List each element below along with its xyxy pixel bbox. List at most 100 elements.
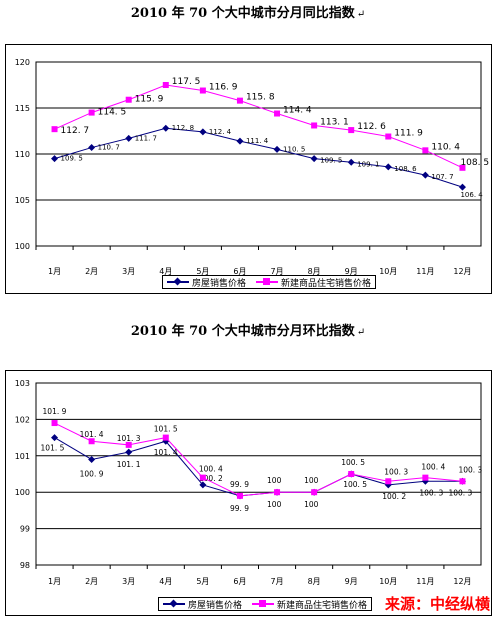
data-point bbox=[162, 82, 169, 88]
data-label: 100 bbox=[267, 476, 282, 485]
data-label: 100. 5 bbox=[343, 480, 367, 489]
data-label: 110. 5 bbox=[283, 145, 305, 153]
x-tick-label: 12月 bbox=[453, 577, 471, 586]
data-point bbox=[162, 437, 170, 445]
data-point bbox=[88, 109, 95, 116]
chart1-title: 2010 年 70 个大中城市分月同比指数 ↵ bbox=[130, 6, 366, 21]
chart2-legend: 房屋销售价格 新建商品住宅销售价格 bbox=[158, 597, 373, 611]
x-tick-label: 1月 bbox=[48, 267, 61, 276]
data-point bbox=[459, 164, 466, 171]
data-point bbox=[348, 127, 355, 134]
data-point bbox=[51, 420, 58, 427]
data-label: 115. 9 bbox=[135, 95, 164, 105]
chart1-frame: 100 105 110 115 120 1月 2月 3月 4月 5月 6月 7月 8月 9月 10月 11月 1… bbox=[5, 44, 492, 294]
y-tick-label: 110 bbox=[15, 150, 30, 159]
data-label: 99. 9 bbox=[230, 504, 249, 513]
data-point bbox=[421, 171, 429, 179]
data-label: 109. 5 bbox=[61, 155, 83, 163]
data-point bbox=[311, 122, 318, 129]
y-tick-label: 98 bbox=[20, 561, 30, 570]
data-label: 114. 5 bbox=[98, 108, 127, 118]
data-point bbox=[88, 438, 95, 445]
y-tick-label: 120 bbox=[15, 58, 30, 67]
data-label: 113. 1 bbox=[320, 117, 349, 127]
data-point bbox=[236, 492, 243, 499]
data-point bbox=[199, 87, 206, 94]
chart2-legend-label-2: 新建商品住宅销售价格 bbox=[277, 600, 368, 611]
data-label: 107. 7 bbox=[431, 173, 453, 181]
data-label: 100. 9 bbox=[80, 469, 104, 478]
data-label: 100. 3 bbox=[458, 465, 482, 474]
data-point bbox=[310, 155, 318, 163]
series-line-2 bbox=[54, 422, 463, 497]
data-label: 100. 4 bbox=[421, 463, 445, 472]
data-point bbox=[199, 481, 207, 489]
data-point bbox=[311, 489, 318, 496]
data-point bbox=[347, 158, 355, 166]
data-point bbox=[199, 128, 207, 136]
data-point bbox=[125, 448, 133, 456]
x-tick-label: 9月 bbox=[345, 577, 358, 586]
data-label: 100. 2 bbox=[199, 474, 223, 483]
data-label: 101. 9 bbox=[43, 407, 67, 416]
chart1-legend: 房屋销售价格 新建商品住宅销售价格 bbox=[162, 275, 377, 289]
y-tick-label: 102 bbox=[15, 415, 30, 424]
data-label: 100. 3 bbox=[419, 488, 443, 497]
x-tick-label: 9月 bbox=[345, 267, 358, 276]
data-label: 112. 4 bbox=[209, 128, 232, 136]
data-label: 111. 7 bbox=[135, 134, 157, 142]
chart2-frame: 98 99 100 101 102 103 1月 2月 3月 4月 5月 6月 7月 8月 9月 10月 11月… bbox=[5, 370, 492, 616]
data-point bbox=[162, 434, 169, 441]
data-point bbox=[51, 155, 59, 163]
data-point bbox=[274, 110, 281, 117]
data-point bbox=[236, 137, 244, 145]
x-tick-label: 11月 bbox=[416, 267, 434, 276]
x-tick-label: 7月 bbox=[270, 577, 283, 586]
data-label: 111. 4 bbox=[246, 137, 269, 145]
y-tick-label: 99 bbox=[20, 525, 30, 534]
x-tick-label: 2月 bbox=[85, 267, 98, 276]
x-tick-label: 5月 bbox=[196, 577, 209, 586]
x-tick-label: 12月 bbox=[453, 267, 471, 276]
x-tick-label: 8月 bbox=[308, 577, 321, 586]
data-label: 116. 9 bbox=[209, 83, 238, 93]
chart1-legend-item-1: 房屋销售价格 bbox=[167, 276, 246, 289]
data-point bbox=[88, 144, 96, 152]
chart1-legend-item-2: 新建商品住宅销售价格 bbox=[256, 276, 371, 289]
data-point bbox=[88, 455, 96, 463]
data-point bbox=[125, 134, 133, 142]
data-point bbox=[384, 163, 392, 171]
x-tick-label: 6月 bbox=[233, 267, 246, 276]
chart2-legend-label-1: 房屋销售价格 bbox=[188, 600, 243, 611]
data-point bbox=[125, 96, 132, 103]
data-label: 117. 5 bbox=[172, 77, 201, 87]
data-label: 109. 1 bbox=[357, 160, 379, 168]
x-tick-label: 2月 bbox=[85, 577, 98, 586]
data-label: 112. 8 bbox=[172, 124, 194, 132]
x-tick-label: 3月 bbox=[122, 267, 135, 276]
x-tick-label: 7月 bbox=[270, 267, 283, 276]
x-tick-label: 3月 bbox=[122, 577, 135, 586]
y-tick-label: 103 bbox=[15, 379, 30, 388]
chart2-legend-item-2: 新建商品住宅销售价格 bbox=[252, 598, 367, 611]
data-label: 100. 5 bbox=[341, 458, 365, 467]
source-text: 来源：中经纵横 bbox=[384, 595, 490, 613]
chart2-title: 2010 年 70 个大中城市分月环比指数 ↵ bbox=[130, 324, 366, 339]
x-tick-label: 4月 bbox=[159, 577, 172, 586]
data-label: 109. 5 bbox=[320, 157, 342, 165]
data-label: 100. 4 bbox=[199, 465, 223, 474]
data-label: 100 bbox=[304, 476, 319, 485]
data-label: 101. 1 bbox=[117, 460, 141, 469]
data-point bbox=[458, 183, 466, 191]
data-point bbox=[384, 481, 392, 489]
data-point bbox=[125, 441, 132, 448]
chart2-legend-item-1: 房屋销售价格 bbox=[163, 598, 242, 611]
data-label: 101. 4 bbox=[80, 430, 104, 439]
data-point bbox=[385, 133, 392, 140]
x-tick-label: 10月 bbox=[379, 577, 397, 586]
y-tick-label: 101 bbox=[15, 452, 30, 461]
data-label: 101. 4 bbox=[154, 448, 178, 457]
data-label: 108. 5 bbox=[460, 158, 489, 168]
data-point bbox=[51, 126, 58, 133]
data-label: 101. 3 bbox=[117, 434, 141, 443]
